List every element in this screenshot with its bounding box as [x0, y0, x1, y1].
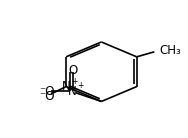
- Text: +: +: [71, 77, 78, 86]
- Text: N: N: [62, 80, 70, 93]
- Text: ⁻O: ⁻O: [39, 85, 55, 98]
- Text: N: N: [68, 85, 77, 98]
- Text: O: O: [68, 64, 77, 77]
- Text: +: +: [77, 81, 84, 90]
- Text: ⁻O: ⁻O: [39, 90, 54, 103]
- Text: CH₃: CH₃: [159, 44, 181, 57]
